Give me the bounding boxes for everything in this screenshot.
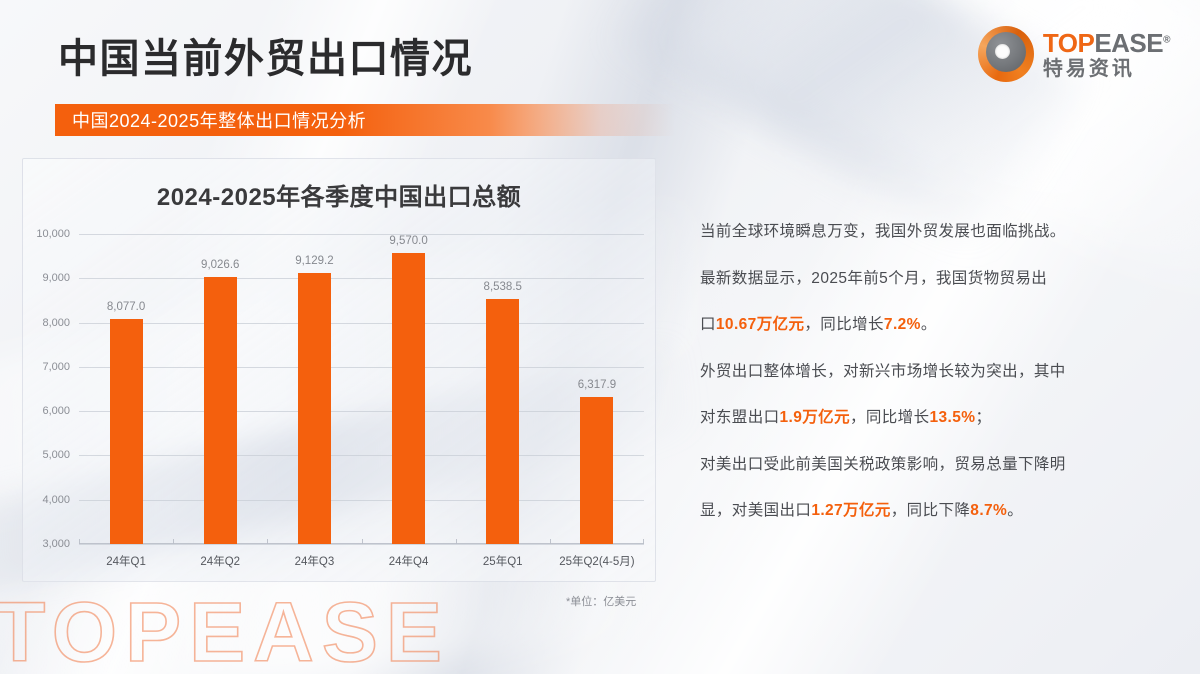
- bar-value-label: 8,538.5: [483, 280, 522, 293]
- subtitle-banner: 中国2024-2025年整体出口情况分析: [55, 104, 675, 136]
- paragraph-text: 对美出口受此前美国关税政策影响，贸易总量下降明: [700, 455, 1066, 473]
- bar-group[interactable]: 9,129.2 24年Q3: [267, 255, 361, 568]
- bar[interactable]: [580, 397, 614, 544]
- y-axis-tick-label: 7,000: [42, 360, 70, 373]
- page-title: 中国当前外贸出口情况: [58, 37, 473, 81]
- gridline: [79, 455, 644, 457]
- bar-group[interactable]: 8,538.5 25年Q1: [456, 281, 550, 568]
- chart-card: 2024-2025年各季度中国出口总额 3,000 4,000 5,000 6,000…: [22, 158, 656, 582]
- analysis-paragraph: 对东盟出口1.9万亿元，同比增长13.5%；: [700, 410, 1145, 426]
- paragraph-text: 显，对美国出口: [700, 502, 812, 519]
- gridline: [79, 234, 644, 235]
- gridline: [79, 499, 644, 501]
- paragraph-text: 。: [920, 316, 937, 333]
- topease-ring-icon: [977, 26, 1034, 82]
- highlight-figure: 1.9万亿元: [779, 409, 850, 426]
- x-axis-tick-label: 24年Q1: [106, 556, 146, 568]
- paragraph-text: ；: [975, 409, 992, 426]
- logo-en-text: TOPEASE®: [1042, 27, 1171, 58]
- y-axis-tick-label: 4,000: [42, 493, 70, 506]
- x-axis-tick: [643, 539, 644, 544]
- bar[interactable]: [486, 298, 520, 544]
- paragraph-text: 口: [700, 316, 716, 333]
- chart-unit-note: *单位：亿美元: [566, 596, 637, 608]
- paragraph-text: 对东盟出口: [700, 409, 780, 426]
- analysis-paragraph: 对美出口受此前美国关税政策影响，贸易总量下降明: [700, 455, 1145, 473]
- bar-group[interactable]: 9,570.0 24年Q4: [362, 235, 456, 568]
- analysis-paragraph: 外贸出口整体增长，对新兴市场增长较为突出，其中: [700, 362, 1145, 380]
- x-axis-tick: [455, 539, 457, 544]
- paragraph-text: ，同比下降: [890, 502, 971, 519]
- subtitle-text: 中国2024-2025年整体出口情况分析: [72, 111, 367, 131]
- logo-wordmark: TOPEASE® 特易资讯: [1042, 27, 1171, 80]
- x-axis-tick-label: 24年Q3: [294, 556, 335, 568]
- x-axis-tick: [549, 539, 551, 544]
- bar[interactable]: [297, 272, 331, 544]
- y-axis-tick-label: 5,000: [42, 449, 70, 462]
- bar-value-label: 8,077.0: [106, 301, 146, 314]
- gridline: [79, 411, 644, 413]
- y-axis-tick-label: 3,000: [42, 538, 70, 550]
- paragraph-text: ，同比增长: [804, 316, 884, 333]
- x-axis-tick: [173, 539, 175, 544]
- bar-value-label: 6,317.9: [577, 379, 617, 392]
- bar-value-label: 9,129.2: [295, 254, 334, 267]
- chart-title: 2024-2025年各季度中国出口总额: [156, 184, 522, 211]
- logo-cn-text: 特易资讯: [1042, 57, 1135, 80]
- bar-value-label: 9,026.6: [201, 259, 240, 272]
- analysis-paragraph: 显，对美国出口1.27万亿元，同比下降8.7%。: [700, 503, 1145, 519]
- x-axis-tick: [361, 539, 363, 544]
- paragraph-text: 。: [1007, 502, 1024, 519]
- paragraph-text: 外贸出口整体增长，对新兴市场增长较为突出，其中: [700, 362, 1066, 380]
- y-axis-tick-label: 10,000: [36, 228, 70, 240]
- topease-logo: TOPEASE® 特易资讯: [977, 26, 1171, 82]
- bar[interactable]: [392, 253, 426, 544]
- paragraph-text: 当前全球环境瞬息万变，我国外贸发展也面临挑战。: [700, 223, 1066, 240]
- bar[interactable]: [203, 277, 237, 544]
- x-axis-tick-label: 25年Q2(4-5月): [559, 556, 635, 568]
- bar-chart-plot-area: 3,000 4,000 5,000 6,000 7,000 8,000 9,000 10,00…: [36, 228, 644, 568]
- highlight-figure: 10.67万亿元: [715, 316, 805, 333]
- y-axis-tick-label: 8,000: [42, 316, 70, 329]
- highlight-figure: 8.7%: [970, 502, 1008, 519]
- bar-value-label: 9,570.0: [389, 235, 428, 248]
- highlight-figure: 1.27万亿元: [811, 502, 891, 519]
- bar-group[interactable]: 8,077.0 24年Q1: [79, 301, 173, 568]
- paragraph-text: 最新数据显示，2025年前5个月，我国货物贸易出: [700, 269, 1048, 287]
- logo-top-text: TOP: [1042, 27, 1095, 58]
- y-axis-tick-label: 6,000: [42, 405, 70, 418]
- highlight-figure: 13.5%: [929, 409, 976, 426]
- gridline: [79, 278, 644, 280]
- bar-group[interactable]: 9,026.6 24年Q2: [173, 259, 267, 568]
- analysis-paragraph: 口10.67万亿元，同比增长7.2%。: [700, 317, 1145, 333]
- x-axis-tick-label: 25年Q1: [482, 556, 523, 568]
- gridline: [79, 544, 644, 545]
- y-axis-tick-label: 9,000: [42, 272, 70, 285]
- x-axis-tick: [79, 539, 80, 544]
- gridline: [79, 322, 644, 324]
- x-axis-tick-label: 24年Q4: [388, 556, 429, 568]
- x-axis-tick-label: 24年Q2: [200, 556, 241, 568]
- x-axis-tick: [267, 539, 269, 544]
- highlight-figure: 7.2%: [883, 316, 921, 333]
- paragraph-text: ，同比增长: [849, 409, 930, 426]
- analysis-paragraph: 最新数据显示，2025年前5个月，我国货物贸易出: [700, 269, 1145, 287]
- logo-ease-text: EASE: [1094, 27, 1164, 58]
- topease-watermark: TOPEASE: [0, 585, 450, 674]
- bar-group[interactable]: 6,317.9 25年Q2(4-5月): [550, 379, 644, 568]
- bar[interactable]: [109, 319, 143, 544]
- analysis-text-panel: 当前全球环境瞬息万变，我国外贸发展也面临挑战。 最新数据显示，2025年前5个月，…: [700, 224, 1145, 519]
- gridline: [79, 366, 644, 368]
- analysis-paragraph: 当前全球环境瞬息万变，我国外贸发展也面临挑战。: [700, 224, 1145, 240]
- registered-mark-icon: ®: [1163, 33, 1170, 45]
